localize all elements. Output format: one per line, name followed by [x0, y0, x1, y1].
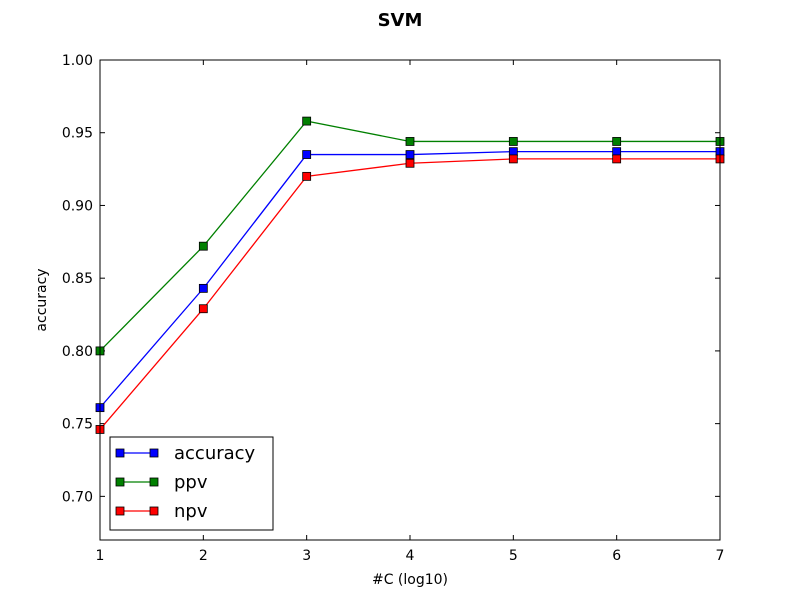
series-line-npv — [99, 158, 720, 430]
y-tick-label: 0.75 — [62, 417, 93, 433]
data-point-ppv — [198, 241, 208, 251]
y-tick-label: 0.90 — [62, 198, 93, 214]
data-point-npv — [612, 154, 622, 164]
data-point-accuracy — [302, 150, 312, 159]
x-tick-label: 5 — [509, 548, 518, 564]
legend-marker-npv — [115, 506, 125, 516]
series-line-accuracy — [99, 150, 720, 409]
legend-marker-accuracy — [115, 448, 125, 458]
data-point-npv — [405, 158, 415, 168]
y-tick-label: 1.00 — [62, 53, 93, 69]
legend-marker-npv — [149, 506, 159, 516]
data-point-ppv — [302, 116, 312, 126]
data-point-npv — [198, 304, 208, 314]
x-tick-label: 1 — [96, 548, 105, 564]
data-point-npv — [508, 154, 518, 164]
legend: accuracy ppv npv — [109, 436, 274, 531]
y-tick-label: 0.80 — [62, 344, 93, 360]
x-axis-label: #C (log10) — [372, 572, 448, 588]
y-tick-label: 0.85 — [62, 271, 93, 287]
data-point-accuracy — [405, 150, 415, 159]
data-point-npv — [302, 171, 312, 181]
data-point-accuracy — [198, 283, 208, 293]
data-point-accuracy — [508, 147, 518, 157]
axes-frame — [99, 59, 721, 541]
y-axis-label: accuracy — [34, 268, 50, 331]
x-tick-label: 2 — [199, 548, 208, 564]
x-tick-label: 3 — [302, 548, 311, 564]
legend-marker-ppv — [149, 477, 159, 487]
x-tick-label: 6 — [612, 548, 621, 564]
y-tick-label: 0.70 — [62, 489, 93, 505]
chart-title: SVM — [378, 10, 423, 31]
x-tick-label: 4 — [406, 548, 415, 564]
x-tick-label: 7 — [716, 548, 725, 564]
plot-area: 1 2 3 4 5 6 7 0.70 0.75 0.80 0.85 0.90 0.95 1.00 — [62, 53, 725, 564]
legend-label-npv: npv — [174, 501, 208, 522]
y-tick-label: 0.95 — [62, 126, 93, 142]
data-point-ppv — [405, 137, 415, 146]
legend-label-ppv: ppv — [174, 472, 208, 493]
legend-marker-accuracy — [149, 448, 159, 458]
legend-label-accuracy: accuracy — [174, 443, 256, 464]
data-point-accuracy — [612, 147, 622, 157]
data-point-ppv — [612, 137, 622, 146]
data-point-ppv — [508, 137, 518, 146]
legend-marker-ppv — [115, 477, 125, 487]
series-group — [95, 116, 725, 434]
